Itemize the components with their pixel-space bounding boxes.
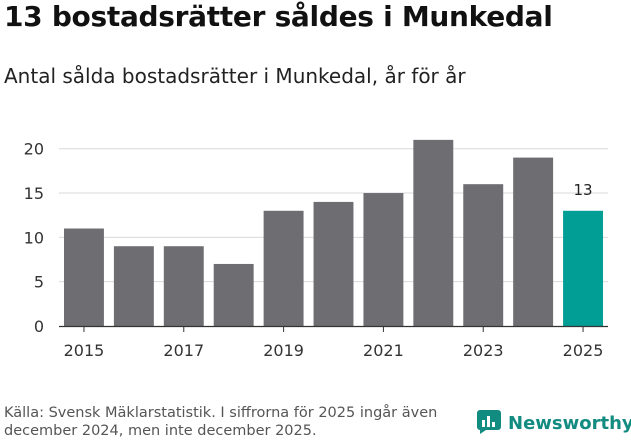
x-tick-label: 2017 [163, 341, 204, 360]
x-tick-label: 2023 [463, 341, 504, 360]
bar-2020 [313, 201, 354, 326]
bar-2025 [563, 210, 604, 326]
bar-2018 [213, 263, 254, 326]
x-tick-label: 2019 [263, 341, 304, 360]
y-tick-label: 0 [34, 317, 44, 336]
bar-2021 [363, 193, 404, 326]
chart-title: 13 bostadsrätter såldes i Munkedal [4, 0, 553, 33]
bar-2024 [513, 157, 554, 326]
source-note: Källa: Svensk Mäklarstatistik. I siffror… [4, 405, 438, 439]
y-tick-label: 10 [24, 228, 44, 247]
x-tick-label: 2021 [363, 341, 404, 360]
bar-2015 [63, 228, 104, 326]
y-tick-label: 15 [24, 184, 44, 203]
data-label: 13 [573, 181, 592, 199]
brand-logo: Newsworthy [476, 408, 631, 438]
bar-chart-icon [476, 408, 502, 438]
x-tick-label: 2025 [563, 341, 604, 360]
bar-2016 [113, 246, 154, 326]
chart-subtitle: Antal sålda bostadsrätter i Munkedal, år… [4, 64, 466, 88]
bar-2023 [463, 184, 504, 326]
bar-2019 [263, 210, 304, 326]
brand-name: Newsworthy [508, 412, 631, 434]
bar-2022 [413, 139, 454, 326]
y-tick-label: 20 [24, 140, 44, 159]
x-tick-label: 2015 [64, 341, 105, 360]
y-tick-label: 5 [34, 273, 44, 292]
bar-2017 [163, 246, 204, 326]
